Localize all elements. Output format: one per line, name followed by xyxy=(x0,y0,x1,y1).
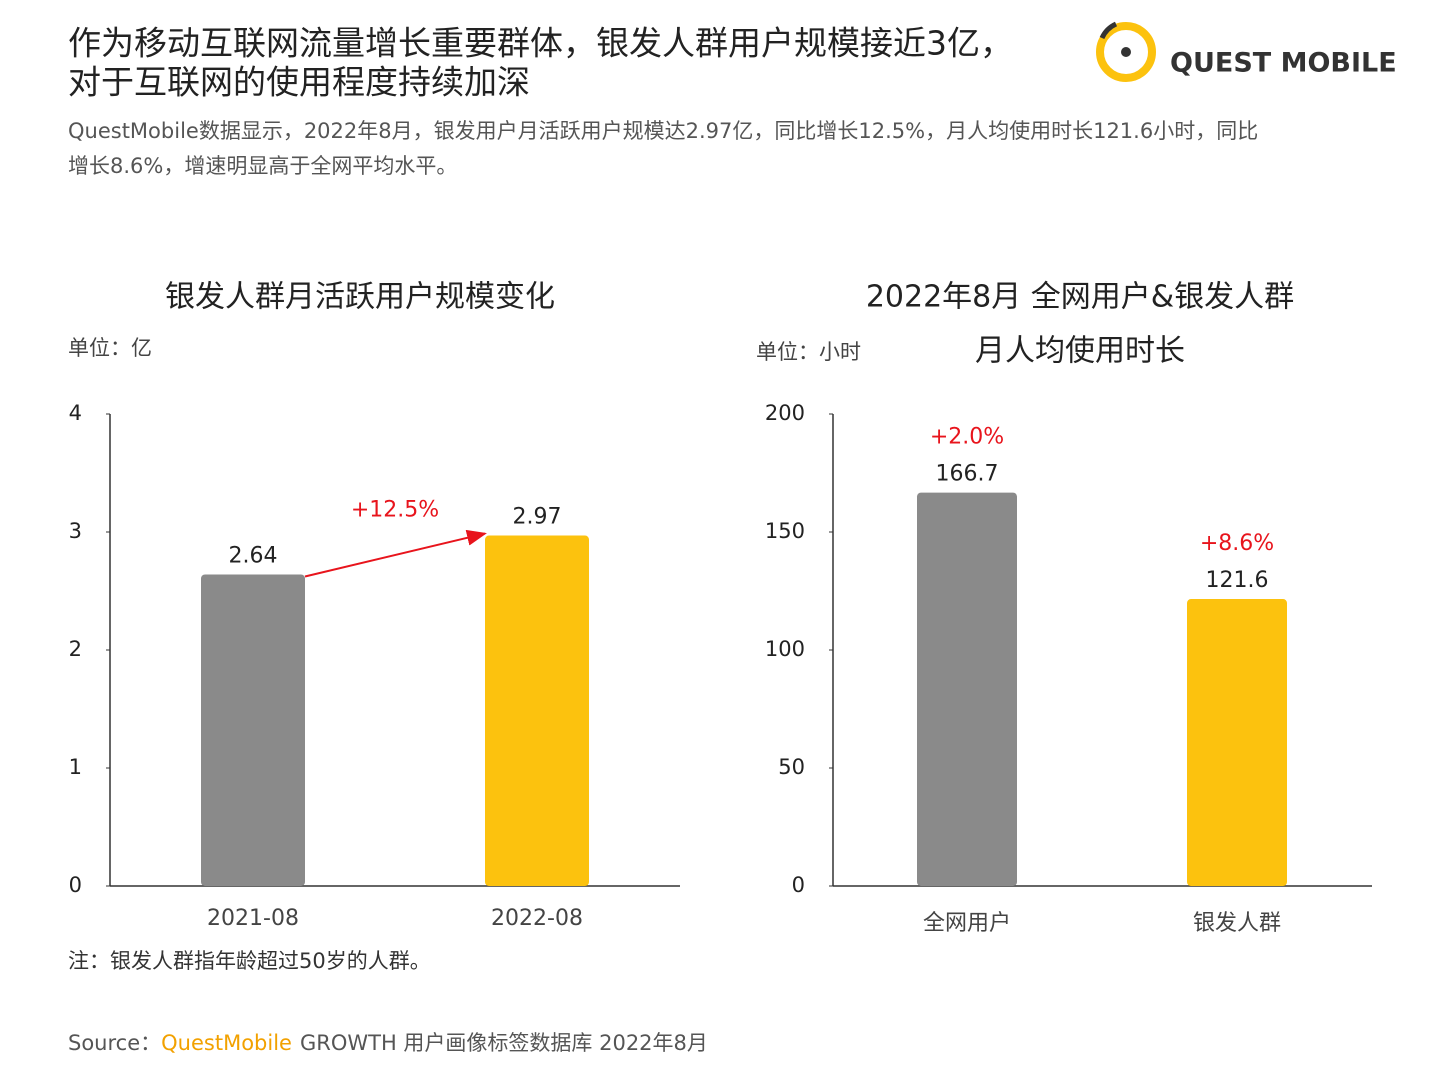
y-tick-label: 3 xyxy=(69,519,82,543)
logo-ring xyxy=(1096,22,1156,82)
value-label: 121.6 xyxy=(1206,568,1269,593)
y-tick-label: 2 xyxy=(69,637,82,661)
logo-dot xyxy=(1121,47,1131,57)
bar xyxy=(917,492,1017,886)
logo-text: QUEST MOBILE xyxy=(1170,48,1397,79)
change-arrow xyxy=(304,529,487,578)
summary-line: QuestMobile数据显示，2022年8月，银发用户月活跃用户规模达2.97… xyxy=(68,119,1258,143)
y-tick-label: 0 xyxy=(792,873,805,897)
bar xyxy=(201,574,305,886)
y-tick-label: 150 xyxy=(765,519,805,543)
source-brand: QuestMobile xyxy=(161,1031,292,1055)
source: Source：QuestMobile GROWTH 用户画像标签数据库 2022年… xyxy=(68,1031,708,1055)
title-line: 作为移动互联网流量增长重要群体，银发人群用户规模接近3亿， xyxy=(68,24,1013,63)
value-label: 166.7 xyxy=(936,462,999,487)
value-label: 2.64 xyxy=(229,543,278,568)
bar xyxy=(1187,599,1287,886)
unit-label: 单位：亿 xyxy=(68,336,152,360)
growth-label: +8.6% xyxy=(1200,531,1274,556)
logo: QUEST MOBILE xyxy=(1096,21,1397,82)
chart-title: 2022年8月 全网用户&银发人群 xyxy=(866,280,1294,315)
note: 注：银发人群指年龄超过50岁的人群。 xyxy=(68,949,431,973)
y-tick-label: 0 xyxy=(69,873,82,897)
bar xyxy=(485,535,589,886)
growth-label: +2.0% xyxy=(930,425,1004,450)
x-tick-label: 2022-08 xyxy=(491,906,583,931)
summary-line: 增长8.6%，增速明显高于全网平均水平。 xyxy=(68,154,457,178)
y-tick-label: 200 xyxy=(765,401,805,425)
y-tick-label: 50 xyxy=(778,755,805,779)
y-tick-label: 1 xyxy=(69,755,82,779)
value-label: 2.97 xyxy=(513,505,562,530)
chart-title: 银发人群月活跃用户规模变化 xyxy=(165,280,555,315)
change-label: +12.5% xyxy=(351,498,439,523)
unit-label: 单位：小时 xyxy=(756,340,861,364)
chart-title: 月人均使用时长 xyxy=(975,334,1185,369)
y-tick-label: 100 xyxy=(765,637,805,661)
source-text: GROWTH 用户画像标签数据库 2022年8月 xyxy=(300,1031,708,1055)
title-line: 对于互联网的使用程度持续加深 xyxy=(68,63,530,102)
x-tick-label: 银发人群 xyxy=(1193,911,1281,936)
x-tick-label: 全网用户 xyxy=(923,911,1011,936)
x-tick-label: 2021-08 xyxy=(207,906,299,931)
logo-arc xyxy=(1099,21,1118,40)
y-tick-label: 4 xyxy=(69,401,82,425)
source-label: Source： xyxy=(68,1031,161,1055)
